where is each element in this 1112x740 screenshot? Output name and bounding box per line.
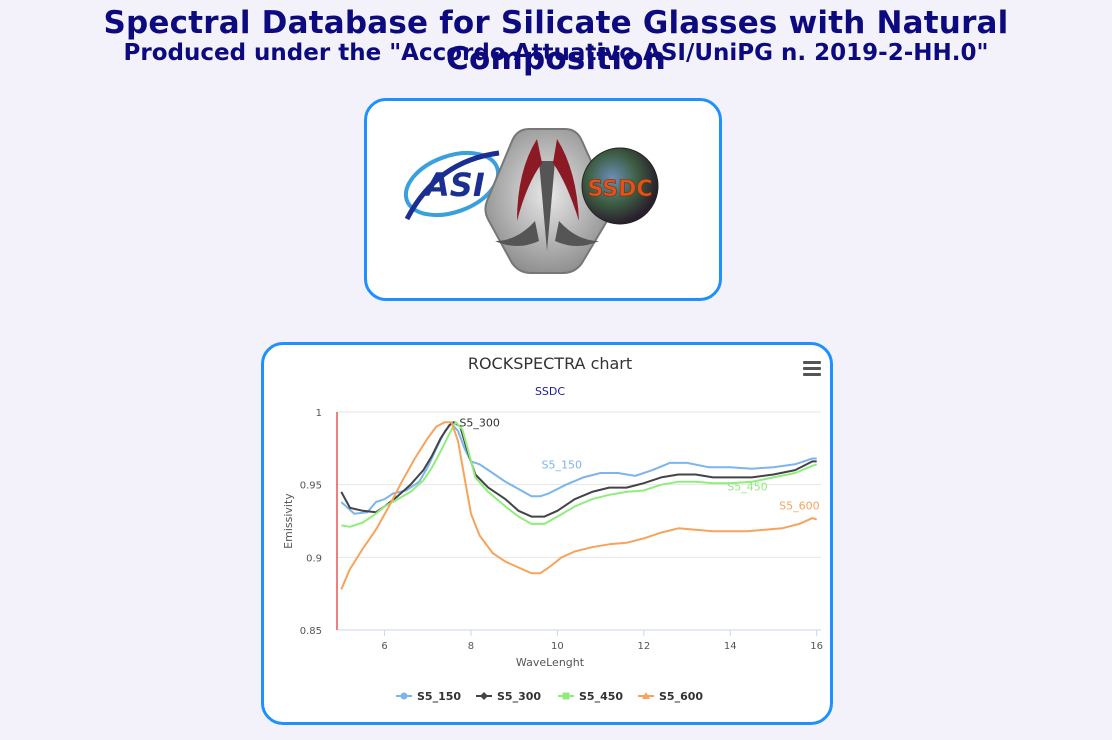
y-tick-label: 0.95 — [300, 481, 322, 492]
chart-title: ROCKSPECTRA chart — [468, 354, 632, 373]
legend-marker — [562, 692, 570, 700]
series-line-s5_600[interactable] — [340, 421, 818, 590]
chart-panel: ROCKSPECTRA chart SSDC 0.85 0.9 0.95 1 6 8 10 1… — [261, 342, 833, 725]
x-tick-label: 12 — [637, 641, 650, 652]
x-tick-label: 6 — [381, 641, 387, 652]
legend-label: S5_600 — [659, 690, 703, 703]
x-tick-label: 10 — [551, 641, 564, 652]
legend-marker — [480, 692, 488, 700]
legend-label: S5_150 — [417, 690, 461, 703]
x-tick-label: 16 — [810, 641, 823, 652]
legend-item-s5_600[interactable]: S5_600 — [638, 690, 703, 703]
logo-panel: ASI SSDC — [364, 98, 722, 301]
series-line-s5_450[interactable] — [341, 421, 818, 528]
ssdc-logo: SSDC — [581, 147, 659, 225]
plot-series — [340, 421, 818, 590]
legend-marker — [400, 692, 408, 700]
series-line-s5_300[interactable] — [340, 421, 817, 518]
data-label-s5_600: S5_600 — [779, 499, 819, 512]
y-tick-label: 1 — [316, 408, 322, 419]
data-label-s5_450: S5_450 — [727, 480, 767, 493]
legend-item-s5_450[interactable]: S5_450 — [558, 690, 623, 703]
x-axis-label: WaveLenght — [516, 656, 585, 669]
y-tick-label: 0.85 — [300, 626, 322, 637]
ssdc-logo-text: SSDC — [587, 177, 652, 202]
grid-lines — [337, 411, 821, 631]
y-tick-label: 0.9 — [306, 553, 322, 564]
legend-label: S5_450 — [579, 690, 623, 703]
page-subtitle: Produced under the "Accordo Attuativo AS… — [123, 40, 989, 66]
legend-item-s5_150[interactable]: S5_150 — [396, 690, 461, 703]
x-tick-label: 14 — [724, 641, 737, 652]
data-label-s5_300: S5_300 — [459, 417, 499, 430]
chart-menu-button[interactable] — [803, 361, 821, 377]
chart-subtitle: SSDC — [535, 385, 565, 398]
data-label-s5_150: S5_150 — [541, 459, 581, 472]
data-labels: S5_150 S5_300 S5_450 S5_600 — [459, 417, 819, 513]
asi-logo: ASI — [403, 150, 501, 221]
legend-marker — [642, 692, 650, 699]
legend-item-s5_300[interactable]: S5_300 — [476, 690, 541, 703]
page-title: Spectral Database for Silicate Glasses w… — [103, 5, 1009, 77]
chart-legend: S5_150 S5_300 S5_450 S5_600 — [396, 690, 703, 703]
x-tick-label: 8 — [468, 641, 474, 652]
legend-label: S5_300 — [497, 690, 541, 703]
asi-logo-text: ASI — [422, 166, 485, 204]
y-axis-label: Emissivity — [282, 493, 295, 549]
series-line-s5_150[interactable] — [340, 422, 817, 515]
logos-image: ASI SSDC — [403, 128, 659, 274]
